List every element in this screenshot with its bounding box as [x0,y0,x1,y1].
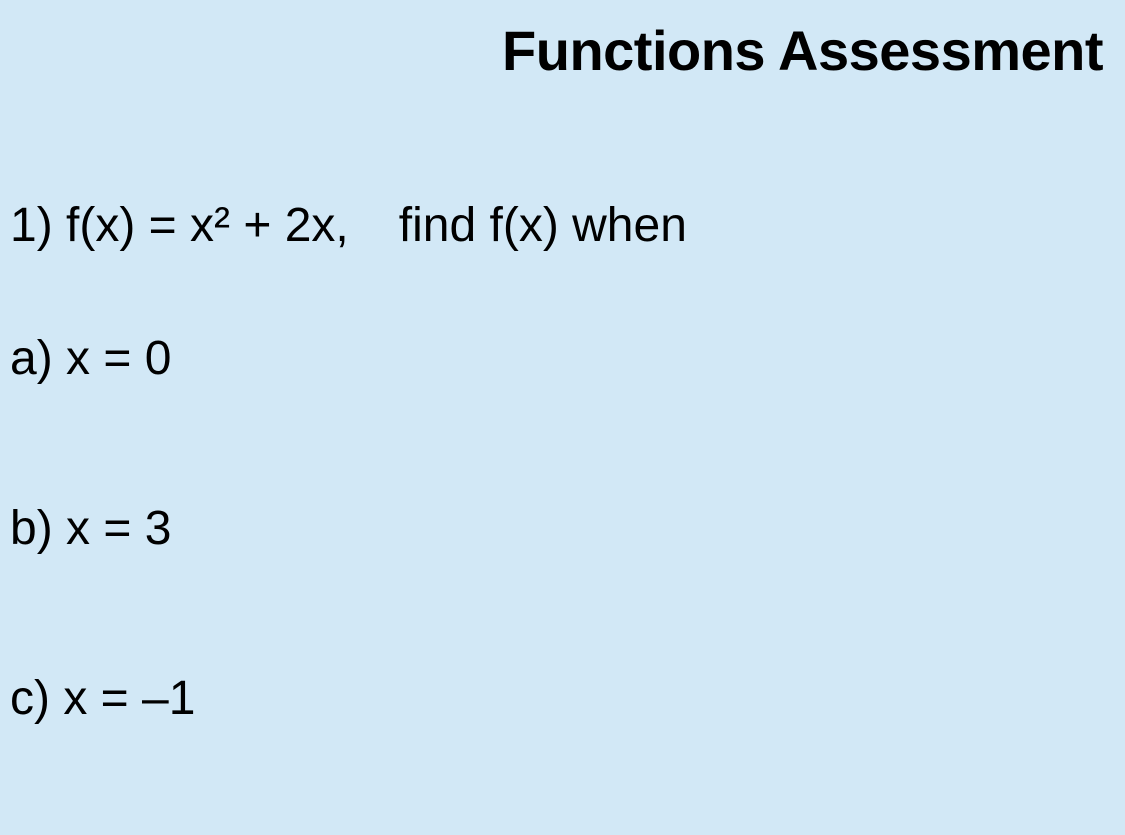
part-text: x = –1 [63,672,195,725]
part-text: x = 0 [66,332,171,385]
question-prompt: 1) f(x) = x² + 2x, find f(x) when [10,198,1125,253]
part-b: b) x = 3 [10,501,1125,556]
page-title: Functions Assessment [0,0,1125,83]
part-a: a) x = 0 [10,331,1125,386]
question-number: 1) [10,199,53,252]
part-text: x = 3 [66,502,171,555]
part-c: c) x = –1 [10,671,1125,726]
question-instruction: find f(x) when [399,199,687,252]
part-label: c) [10,672,50,725]
part-label: a) [10,332,53,385]
part-label: b) [10,502,53,555]
question-block: 1) f(x) = x² + 2x, find f(x) when a) x = … [0,83,1125,726]
function-definition: f(x) = x² + 2x, [66,199,349,252]
